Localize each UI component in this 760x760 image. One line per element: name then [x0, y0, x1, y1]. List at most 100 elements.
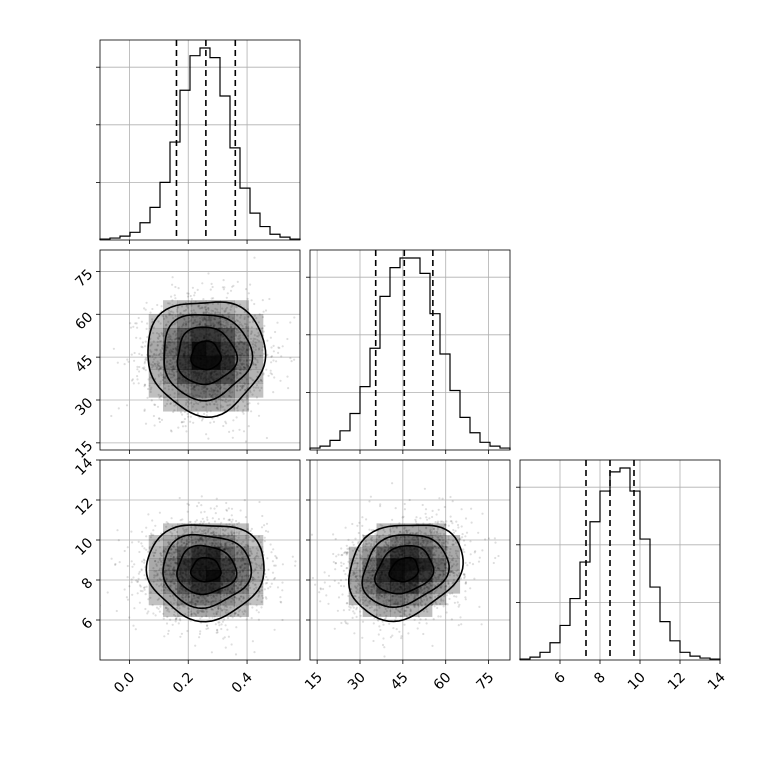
scatter-point: [220, 386, 223, 389]
scatter-point: [154, 524, 157, 527]
scatter-point: [167, 385, 170, 388]
scatter-point: [144, 422, 148, 425]
scatter-point: [223, 543, 226, 546]
scatter-point: [225, 321, 228, 324]
scatter-point: [188, 595, 191, 598]
scatter-point: [182, 529, 185, 532]
scatter-point: [212, 420, 216, 423]
scatter-point: [273, 578, 276, 581]
scatter-point: [163, 387, 167, 390]
scatter-point: [231, 304, 234, 307]
scatter-point: [234, 611, 237, 615]
density-cell: [234, 341, 250, 357]
scatter-point: [230, 533, 233, 537]
scatter-point: [170, 430, 173, 433]
scatter-point: [232, 599, 235, 602]
density-cell: [177, 535, 192, 547]
scatter-point: [185, 542, 188, 546]
scatter-point: [239, 372, 242, 375]
scatter-point: [220, 593, 223, 596]
scatter-point: [253, 583, 256, 586]
scatter-point: [254, 562, 257, 565]
scatter-point: [154, 549, 158, 552]
density-cell: [220, 523, 235, 536]
scatter-point: [144, 383, 147, 386]
scatter-point: [229, 326, 233, 329]
scatter-point: [185, 305, 188, 308]
scatter-point: [230, 514, 233, 517]
scatter-point: [171, 283, 174, 286]
scatter-point: [280, 601, 283, 604]
scatter-point: [277, 346, 280, 349]
scatter-point: [225, 319, 228, 322]
scatter-point: [225, 508, 228, 511]
scatter-point: [143, 383, 146, 386]
scatter-point: [253, 314, 256, 317]
scatter-point: [287, 387, 290, 390]
scatter-point: [135, 336, 138, 339]
scatter-point: [241, 386, 244, 389]
x-tick-label: 10: [625, 670, 649, 694]
scatter-point: [158, 511, 161, 514]
scatter-point: [168, 313, 171, 317]
scatter-point: [230, 596, 233, 600]
density-cell: [148, 355, 164, 370]
scatter-point: [244, 516, 247, 519]
scatter-point: [169, 555, 172, 558]
density-cell: [234, 397, 250, 412]
scatter-point: [187, 320, 190, 324]
scatter-point: [253, 351, 256, 354]
density-cell: [191, 369, 207, 384]
scatter-point: [301, 561, 303, 563]
scatter-point: [188, 398, 191, 401]
scatter-point: [184, 596, 187, 599]
scatter-point: [253, 570, 256, 573]
density-cell: [205, 341, 221, 357]
scatter-point: [192, 403, 196, 406]
scatter-point: [251, 576, 254, 579]
scatter-point: [186, 400, 190, 403]
scatter-point: [144, 308, 147, 311]
scatter-point: [268, 297, 271, 301]
scatter-point: [142, 367, 146, 371]
scatter-point: [173, 409, 176, 412]
scatter-point: [222, 324, 226, 327]
scatter-point: [169, 402, 172, 405]
scatter-point: [150, 386, 153, 389]
scatter-point: [234, 330, 237, 333]
scatter-point: [144, 358, 147, 361]
scatter-point: [217, 605, 220, 608]
scatter-point: [174, 322, 177, 325]
scatter-point: [260, 378, 263, 382]
scatter-point: [138, 550, 141, 554]
scatter-point: [158, 558, 161, 561]
scatter-point: [240, 549, 243, 552]
scatter-point: [149, 376, 152, 379]
scatter-point: [162, 617, 165, 620]
scatter-point: [258, 347, 261, 350]
scatter-point: [131, 565, 134, 568]
scatter-point: [240, 398, 243, 401]
scatter-point: [185, 322, 188, 325]
scatter-point: [167, 309, 170, 312]
scatter-point: [156, 362, 159, 365]
scatter-point: [202, 311, 205, 314]
scatter-point: [228, 430, 231, 433]
scatter-point: [174, 582, 177, 585]
scatter-point: [134, 628, 137, 631]
scatter-point: [156, 364, 159, 367]
scatter-point: [257, 611, 260, 614]
scatter-point: [159, 380, 162, 383]
scatter-point: [131, 593, 134, 596]
scatter-point: [230, 643, 233, 646]
scatter-point: [157, 362, 161, 365]
scatter-point: [236, 545, 239, 549]
scatter-point: [193, 528, 196, 531]
scatter-point: [204, 532, 207, 535]
scatter-point: [140, 542, 143, 545]
scatter-point: [274, 564, 277, 567]
density-cell: [220, 570, 235, 582]
scatter-point: [212, 297, 215, 300]
scatter-point: [265, 522, 269, 525]
scatter-point: [264, 596, 267, 599]
